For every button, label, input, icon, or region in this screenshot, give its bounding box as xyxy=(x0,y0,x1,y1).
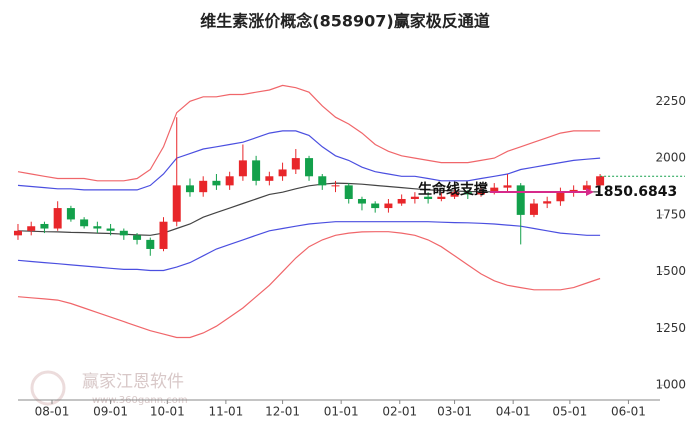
candle-body xyxy=(27,226,36,231)
annotation-value: 1850.6843 xyxy=(594,184,677,200)
candle-body xyxy=(582,185,591,190)
candle-body xyxy=(556,192,565,202)
candle-body xyxy=(371,203,380,209)
band-line xyxy=(17,84,601,182)
candle-body xyxy=(119,230,128,236)
candle-body xyxy=(146,239,155,249)
annotation-label: 生命线支撑 xyxy=(418,181,488,198)
candle-body xyxy=(305,158,314,177)
candle-body xyxy=(80,219,89,227)
candle-body xyxy=(450,192,459,197)
candle-body xyxy=(278,169,287,177)
candle-body xyxy=(344,185,353,199)
candle-body xyxy=(397,198,406,204)
candle-body xyxy=(543,201,552,204)
candle-body xyxy=(66,208,75,220)
chart-title: 维生素涨价概念(858907)赢家极反通道 xyxy=(200,12,489,31)
candle-body xyxy=(516,185,525,215)
candle-body xyxy=(410,196,419,199)
candle-body xyxy=(133,235,142,240)
band-line xyxy=(17,221,601,272)
x-tick-label: 01-01 xyxy=(324,405,359,419)
candle-body xyxy=(331,185,340,187)
y-tick-label: 1750 xyxy=(655,207,686,221)
candle-body xyxy=(13,230,22,236)
candle-body xyxy=(106,228,115,231)
candle-body xyxy=(463,192,472,195)
candle-body xyxy=(265,176,274,181)
x-tick-label: 12-01 xyxy=(265,405,300,419)
candle-body xyxy=(53,208,62,229)
candle-body xyxy=(212,180,221,186)
candle-body xyxy=(529,203,538,215)
candle-body xyxy=(252,160,261,181)
y-tick-label: 2250 xyxy=(655,94,686,108)
x-tick-label: 02-01 xyxy=(382,405,417,419)
x-tick-label: 06-01 xyxy=(611,405,646,419)
band-line xyxy=(17,231,601,339)
band-line xyxy=(17,182,601,236)
candle-body xyxy=(477,192,486,195)
x-tick-label: 09-01 xyxy=(93,405,128,419)
y-tick-label: 1250 xyxy=(655,321,686,335)
y-tick-label: 1500 xyxy=(655,264,686,278)
y-tick-label: 2000 xyxy=(655,151,686,165)
y-tick-label: 1000 xyxy=(655,378,686,392)
candle-body xyxy=(490,187,499,193)
x-tick-label: 05-01 xyxy=(552,405,587,419)
candle-body xyxy=(185,185,194,193)
watermark: 赢家江恩软件 xyxy=(82,372,184,392)
candle-body xyxy=(238,160,247,177)
candle-body xyxy=(40,223,49,229)
annotation-arrowhead xyxy=(586,188,594,197)
candle-body xyxy=(93,226,102,229)
candle-body xyxy=(318,176,327,186)
candle-body xyxy=(291,158,300,170)
candle-body xyxy=(384,203,393,209)
candle-body xyxy=(596,176,605,186)
candle-body xyxy=(172,185,181,222)
candle-body xyxy=(159,221,168,249)
x-tick-label: 03-01 xyxy=(437,405,472,419)
x-tick-label: 04-01 xyxy=(496,405,531,419)
x-tick-label: 11-01 xyxy=(208,405,243,419)
x-tick-label: 08-01 xyxy=(35,405,70,419)
candle-body xyxy=(503,185,512,188)
candle-body xyxy=(225,176,234,186)
watermark-logo xyxy=(30,370,66,406)
x-tick-label: 10-01 xyxy=(150,405,185,419)
candle-body xyxy=(357,198,366,204)
band-line xyxy=(17,130,601,191)
candle-body xyxy=(199,180,208,193)
candle-body xyxy=(424,196,433,199)
candle-body xyxy=(437,196,446,199)
